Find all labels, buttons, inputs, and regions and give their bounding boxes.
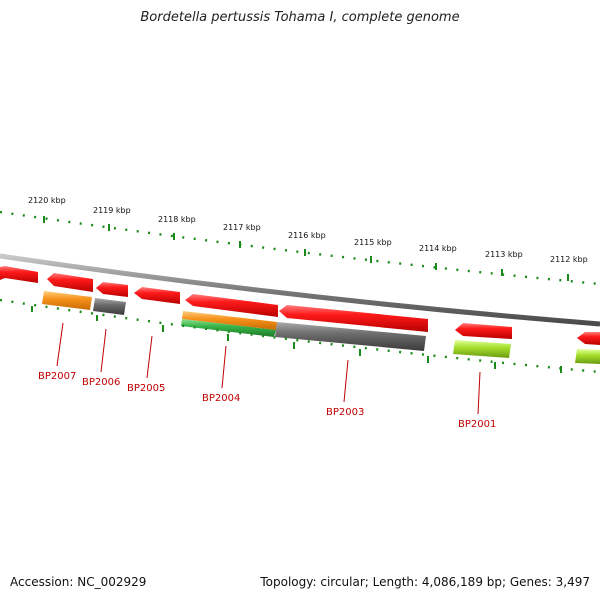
- scale-label-2114: 2114 kbp: [419, 244, 457, 253]
- gene-rev-orange-2: [182, 311, 277, 330]
- scale-labels: 2120 kbp 2119 kbp 2118 kbp 2117 kbp 2116…: [28, 196, 588, 264]
- major-ticks: [43, 216, 569, 281]
- gene-label-bp2006: BP2006: [82, 377, 120, 388]
- gene-rev-lime-2: [575, 349, 600, 364]
- gene-fwd-6: [279, 305, 428, 332]
- gene-fwd-1: [0, 266, 38, 283]
- gene-fwd-5: [185, 294, 278, 317]
- forward-genes: [0, 266, 600, 345]
- gene-label-bp2003: BP2003: [326, 407, 364, 418]
- scale-label-2113: 2113 kbp: [485, 250, 523, 259]
- accession-text: Accession: NC_002929: [10, 575, 147, 589]
- gene-rev-orange-1: [42, 291, 92, 310]
- gene-label-bp2004: BP2004: [202, 393, 240, 404]
- genome-backbone: [0, 253, 600, 327]
- gene-fwd-8: [577, 332, 600, 345]
- gene-rev-grey-2: [275, 322, 426, 351]
- gene-rev-green-1: [181, 319, 276, 337]
- scale-label-2119: 2119 kbp: [93, 206, 131, 215]
- outer-tick-row: [0, 210, 600, 286]
- gene-label-bp2001: BP2001: [458, 419, 496, 430]
- scale-label-2116: 2116 kbp: [288, 231, 326, 240]
- gene-rev-grey-1: [93, 298, 126, 315]
- scale-label-2112: 2112 kbp: [550, 255, 588, 264]
- map-title: Bordetella pertussis Tohama I, complete …: [140, 10, 460, 25]
- gene-labels: BP2007 BP2006 BP2005 BP2004 BP2003 BP200…: [38, 371, 496, 430]
- scale-label-2115: 2115 kbp: [354, 238, 392, 247]
- gene-fwd-3: [96, 282, 128, 297]
- scale-label-2118: 2118 kbp: [158, 215, 196, 224]
- label-leaders: [56, 322, 481, 415]
- scale-label-2120: 2120 kbp: [28, 196, 66, 205]
- reverse-genes: [42, 291, 600, 364]
- inner-major-ticks: [31, 306, 562, 373]
- gene-label-bp2005: BP2005: [127, 383, 165, 394]
- genome-summary-text: Topology: circular; Length: 4,086,189 bp…: [260, 575, 590, 589]
- gene-fwd-2: [47, 273, 93, 292]
- gene-label-bp2007: BP2007: [38, 371, 76, 382]
- gene-rev-lime-1: [453, 340, 511, 358]
- gene-fwd-4: [134, 287, 180, 304]
- gene-fwd-7: [455, 323, 512, 339]
- scale-label-2117: 2117 kbp: [223, 223, 261, 232]
